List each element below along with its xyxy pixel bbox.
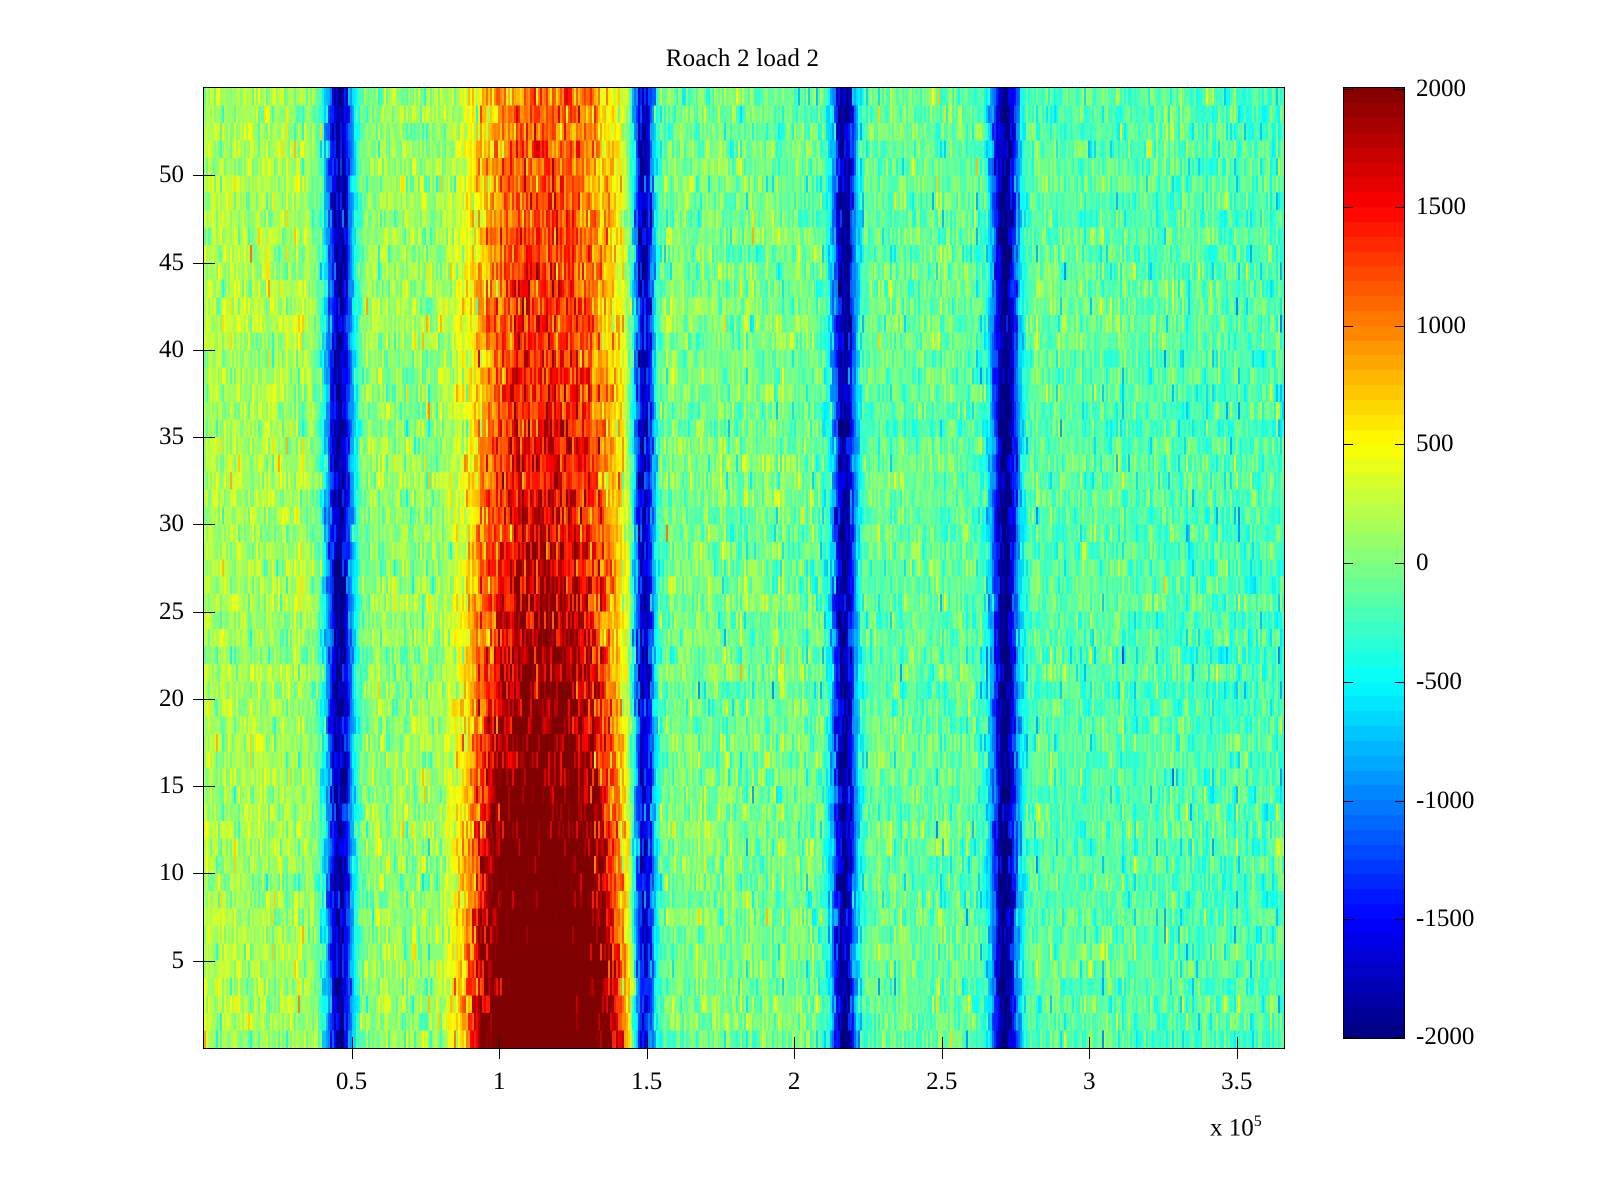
y-tick-label: 10 bbox=[159, 859, 184, 887]
colorbar-tick-mark-left bbox=[1344, 206, 1353, 208]
y-tick-mark-inner bbox=[204, 175, 215, 177]
colorbar-tick-mark-right bbox=[1395, 1037, 1404, 1038]
x-tick-mark bbox=[499, 1048, 501, 1059]
y-tick-label: 40 bbox=[159, 335, 184, 363]
colorbar-tick-mark-right bbox=[1395, 681, 1404, 683]
x-axis-exponent-label: x 105 bbox=[1210, 1113, 1262, 1142]
x-tick-mark-inner bbox=[1236, 1037, 1238, 1048]
colorbar-tick-mark-left bbox=[1344, 1037, 1353, 1038]
colorbar-tick-mark-right bbox=[1395, 325, 1404, 327]
y-tick-mark bbox=[193, 786, 204, 788]
x-tick-label: 2.5 bbox=[926, 1068, 958, 1095]
x-tick-mark bbox=[794, 1048, 796, 1059]
y-tick-label: 25 bbox=[159, 597, 184, 625]
x-tick-mark bbox=[1089, 1048, 1091, 1059]
x-tick-mark-inner bbox=[1089, 1037, 1091, 1048]
x-tick-label: 2 bbox=[787, 1068, 801, 1095]
y-tick-mark-inner bbox=[204, 786, 215, 788]
y-tick-label: 45 bbox=[159, 248, 184, 276]
colorbar-tick-mark-left bbox=[1344, 681, 1353, 683]
y-tick-mark-inner bbox=[204, 349, 215, 351]
colorbar-gradient bbox=[1344, 88, 1404, 1038]
colorbar-tick-mark-left bbox=[1344, 563, 1353, 564]
colorbar-tick-label: -1000 bbox=[1416, 786, 1475, 814]
colorbar-tick-mark-left bbox=[1344, 800, 1353, 802]
x-tick-mark-inner bbox=[499, 1037, 501, 1048]
x-tick-mark bbox=[941, 1048, 943, 1059]
y-tick-mark-inner bbox=[204, 262, 215, 264]
colorbar-tick-mark-right bbox=[1395, 800, 1404, 802]
y-tick-mark-inner bbox=[204, 611, 215, 613]
y-tick-mark bbox=[193, 437, 204, 439]
x-tick-mark-inner bbox=[941, 1037, 943, 1048]
y-tick-mark-inner bbox=[204, 698, 215, 700]
colorbar-tick-label: -2000 bbox=[1416, 1023, 1475, 1050]
colorbar-tick-mark-left bbox=[1344, 444, 1353, 446]
y-tick-mark bbox=[193, 262, 204, 264]
colorbar-tick-label: 1000 bbox=[1416, 311, 1466, 339]
y-tick-label: 5 bbox=[171, 946, 185, 974]
y-tick-mark-inner bbox=[204, 873, 215, 875]
colorbar-tick-mark-right bbox=[1395, 919, 1404, 921]
colorbar-tick-label: 1500 bbox=[1416, 192, 1466, 220]
colorbar-tick-mark-left bbox=[1344, 89, 1353, 90]
x-exponent-power: 5 bbox=[1253, 1113, 1262, 1130]
y-tick-mark bbox=[193, 175, 204, 177]
x-tick-label: 1.5 bbox=[630, 1068, 663, 1095]
x-exponent-mantissa: x 10 bbox=[1210, 1114, 1254, 1142]
heatmap-image[interactable] bbox=[204, 88, 1284, 1048]
x-tick-label: 3 bbox=[1082, 1068, 1096, 1095]
x-tick-mark-inner bbox=[351, 1037, 353, 1048]
x-tick-mark bbox=[351, 1048, 353, 1059]
colorbar-tick-mark-right bbox=[1395, 89, 1404, 90]
colorbar-tick-mark-left bbox=[1344, 919, 1353, 921]
x-tick-mark bbox=[1236, 1048, 1238, 1059]
y-tick-mark bbox=[193, 960, 204, 962]
x-tick-mark-inner bbox=[646, 1037, 648, 1048]
colorbar[interactable]: -2000 -1500 -1000 -500 0 500 1000 1500 2000 bbox=[1343, 75, 1474, 1050]
y-tick-mark bbox=[193, 611, 204, 613]
colorbar-tick-label: -1500 bbox=[1416, 905, 1475, 933]
y-tick-mark bbox=[193, 349, 204, 351]
y-tick-mark bbox=[193, 524, 204, 526]
y-tick-mark-inner bbox=[204, 960, 215, 962]
colorbar-tick-label: 500 bbox=[1416, 430, 1454, 458]
colorbar-tick-mark-right bbox=[1395, 563, 1404, 564]
colorbar-tick-label: 2000 bbox=[1416, 75, 1466, 102]
y-tick-label: 50 bbox=[159, 161, 184, 189]
x-tick-mark-inner bbox=[794, 1037, 796, 1048]
y-tick-mark-inner bbox=[204, 437, 215, 439]
y-tick-label: 20 bbox=[159, 684, 184, 712]
y-tick-label: 15 bbox=[159, 772, 184, 800]
page-title: Roach 2 load 2 bbox=[665, 45, 820, 72]
colorbar-tick-mark-left bbox=[1344, 325, 1353, 327]
heatmap-axes[interactable]: 5 10 15 20 25 30 35 40 45 50 0.5 1 1.5 2 2.5 3 3.5 bbox=[159, 87, 1285, 1095]
x-tick-label: 1 bbox=[492, 1068, 506, 1095]
y-tick-label: 30 bbox=[159, 510, 184, 538]
y-tick-mark bbox=[193, 873, 204, 875]
colorbar-tick-label: 0 bbox=[1416, 549, 1429, 576]
colorbar-tick-mark-right bbox=[1395, 206, 1404, 208]
colorbar-tick-label: -500 bbox=[1416, 667, 1462, 695]
colorbar-tick-mark-right bbox=[1395, 444, 1404, 446]
x-tick-mark bbox=[646, 1048, 648, 1059]
x-tick-label: 3.5 bbox=[1221, 1068, 1253, 1095]
x-tick-label: 0.5 bbox=[335, 1068, 368, 1095]
y-tick-mark bbox=[193, 698, 204, 700]
y-tick-label: 35 bbox=[159, 423, 184, 451]
y-tick-mark-inner bbox=[204, 524, 215, 526]
